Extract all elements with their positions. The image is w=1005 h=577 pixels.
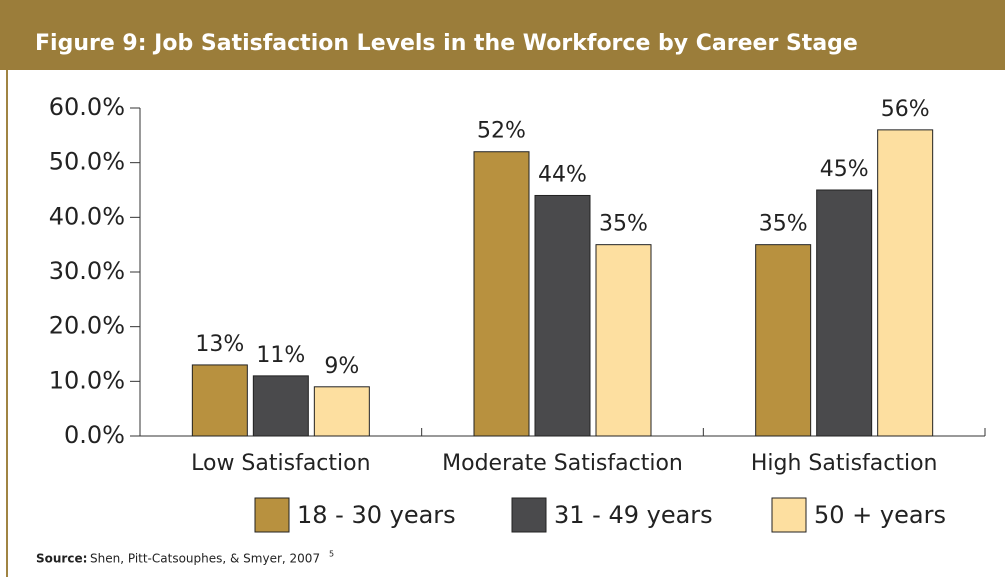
- value-label: 52%: [477, 119, 526, 144]
- chart-title: Figure 9: Job Satisfaction Levels in the…: [35, 31, 858, 56]
- y-tick-label: 20.0%: [49, 312, 125, 340]
- legend-label: 31 - 49 years: [554, 501, 713, 529]
- bar: [252, 375, 309, 437]
- header-bar: [0, 0, 1005, 70]
- bar: [755, 244, 812, 437]
- value-label: 56%: [881, 97, 930, 122]
- value-label: 35%: [599, 212, 648, 237]
- x-tick-label: Moderate Satisfaction: [442, 451, 683, 476]
- bar: [191, 364, 248, 437]
- legend-swatch: [511, 497, 547, 533]
- legend-label: 50 + years: [814, 501, 946, 529]
- x-tick-label: High Satisfaction: [751, 451, 938, 476]
- bar: [595, 244, 652, 437]
- legend-label: 18 - 30 years: [297, 501, 456, 529]
- y-tick-label: 50.0%: [49, 148, 125, 176]
- value-label: 45%: [820, 157, 869, 182]
- value-label: 13%: [195, 332, 244, 357]
- y-tick-label: 60.0%: [49, 93, 125, 121]
- y-tick-label: 10.0%: [49, 366, 125, 394]
- source-text: Shen, Pitt-Catsouphes, & Smyer, 2007: [90, 552, 320, 566]
- value-label: 9%: [324, 354, 359, 379]
- value-label: 35%: [759, 212, 808, 237]
- y-tick-label: 30.0%: [49, 257, 125, 285]
- bar: [816, 189, 873, 437]
- legend-swatch: [771, 497, 807, 533]
- bar: [313, 386, 370, 437]
- y-tick-label: 40.0%: [49, 202, 125, 230]
- x-tick-label: Low Satisfaction: [191, 451, 370, 476]
- value-label: 44%: [538, 162, 587, 187]
- source-label: Source:: [36, 552, 87, 566]
- bar: [534, 194, 591, 437]
- legend-swatch: [254, 497, 290, 533]
- y-tick-label: 0.0%: [64, 421, 125, 449]
- source-note: 5: [329, 550, 334, 559]
- bar: [877, 129, 934, 437]
- value-label: 11%: [256, 343, 305, 368]
- bar: [473, 151, 530, 437]
